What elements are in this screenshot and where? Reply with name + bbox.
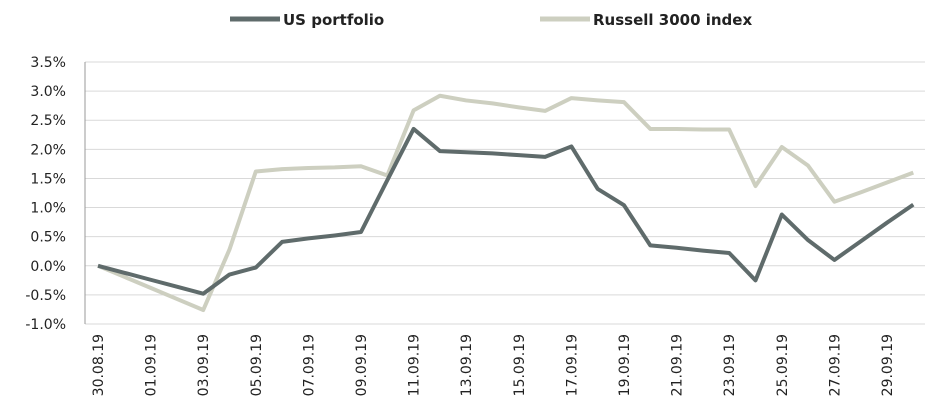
x-tick-label: 01.09.19 xyxy=(144,334,160,396)
x-tick-label: 17.09.19 xyxy=(564,334,580,396)
x-tick-label: 07.09.19 xyxy=(301,334,317,396)
x-tick-label: 27.09.19 xyxy=(827,334,843,396)
data-line xyxy=(97,93,915,313)
x-tick-label: 29.09.19 xyxy=(880,334,896,396)
x-tick-label: 13.09.19 xyxy=(459,334,475,396)
x-tick-label: 23.09.19 xyxy=(722,334,738,396)
x-tick-label: 30.08.19 xyxy=(91,334,107,396)
x-tick-label: 09.09.19 xyxy=(354,334,370,396)
y-tick-label: 3.5% xyxy=(30,55,66,71)
x-tick-label: 19.09.19 xyxy=(617,334,633,396)
x-tick-label: 15.09.19 xyxy=(512,334,528,396)
y-tick-label: -0.5% xyxy=(25,288,66,304)
x-tick-label: 05.09.19 xyxy=(249,334,265,396)
x-tick-label: 21.09.19 xyxy=(670,334,686,396)
y-tick-label: 1.5% xyxy=(30,171,66,187)
y-tick-label: 0.0% xyxy=(30,259,66,275)
x-tick-label: 03.09.19 xyxy=(196,334,212,396)
x-tick-label: 11.09.19 xyxy=(407,334,423,396)
y-tick-label: 1.0% xyxy=(30,201,66,217)
x-tick-label: 25.09.19 xyxy=(775,334,791,396)
y-tick-label: 0.5% xyxy=(30,230,66,246)
y-tick-label: 3.0% xyxy=(30,84,66,100)
y-tick-label: 2.0% xyxy=(30,142,66,158)
y-tick-label: -1.0% xyxy=(25,317,66,333)
y-tick-label: 2.5% xyxy=(30,113,66,129)
legend-text: Russell 3000 index xyxy=(593,11,752,29)
legend-text: US portfolio xyxy=(283,11,384,29)
data-line xyxy=(97,126,915,296)
